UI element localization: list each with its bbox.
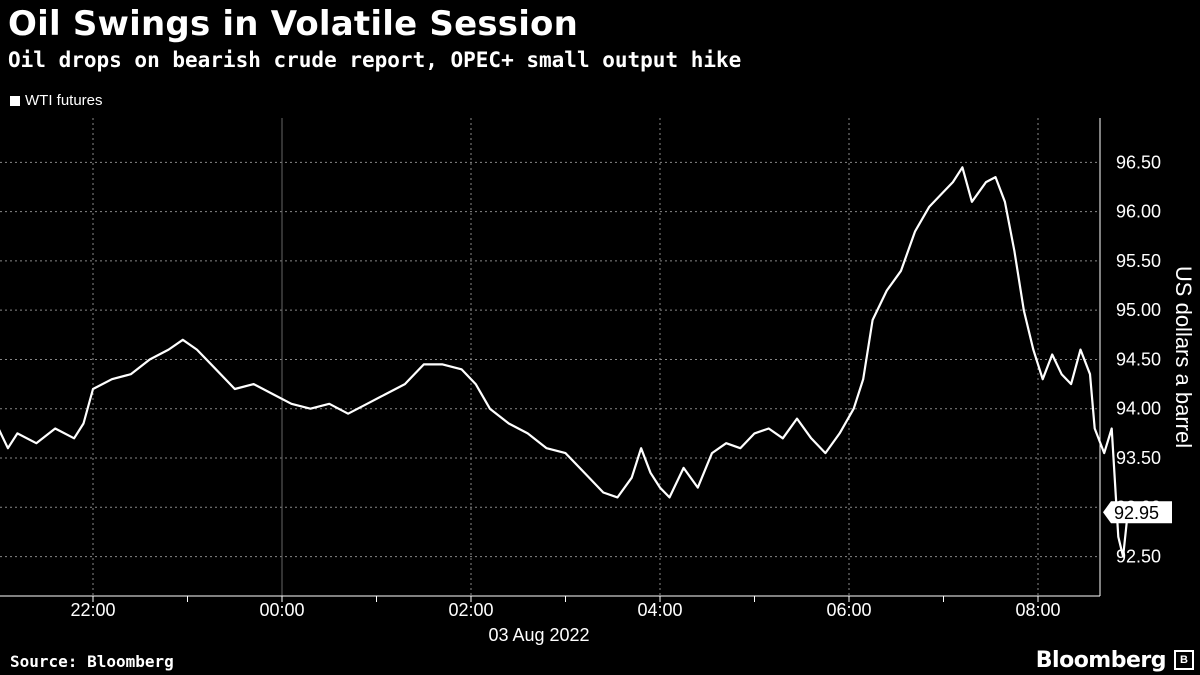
x-tick-label: 08:00: [1015, 600, 1060, 620]
brand-logo: Bloomberg: [1035, 648, 1167, 673]
legend-swatch: [10, 95, 20, 106]
y-tick-label: 95.50: [1116, 251, 1161, 271]
y-tick-label: 94.50: [1116, 349, 1161, 369]
x-tick-label: 00:00: [259, 600, 304, 620]
legend-label: WTI futures: [25, 92, 103, 109]
brand-icon: B: [1174, 650, 1194, 670]
series-line-wti: [0, 166, 1133, 558]
x-tick-label: 04:00: [637, 600, 682, 620]
x-tick-label: 22:00: [70, 600, 115, 620]
x-tick-label: 02:00: [448, 600, 493, 620]
y-tick-label: 96.00: [1116, 202, 1161, 222]
y-tick-label: 96.50: [1116, 152, 1161, 172]
y-tick-label: 93.50: [1116, 448, 1161, 468]
x-tick-label: 06:00: [826, 600, 871, 620]
last-value-label: 92.95: [1114, 503, 1159, 523]
chart-title: Oil Swings in Volatile Session: [8, 4, 579, 44]
chart-subtitle: Oil drops on bearish crude report, OPEC+…: [8, 48, 742, 72]
source-note: Source: Bloomberg: [10, 652, 174, 671]
y-tick-label: 92.50: [1116, 547, 1161, 567]
y-tick-label: 94.00: [1116, 399, 1161, 419]
x-axis-date-label: 03 Aug 2022: [488, 625, 589, 645]
legend: WTI futures: [10, 92, 103, 109]
y-tick-label: 95.00: [1116, 300, 1161, 320]
last-value-badge: [1103, 501, 1172, 524]
y-axis-title: US dollars a barrel: [1171, 266, 1196, 448]
